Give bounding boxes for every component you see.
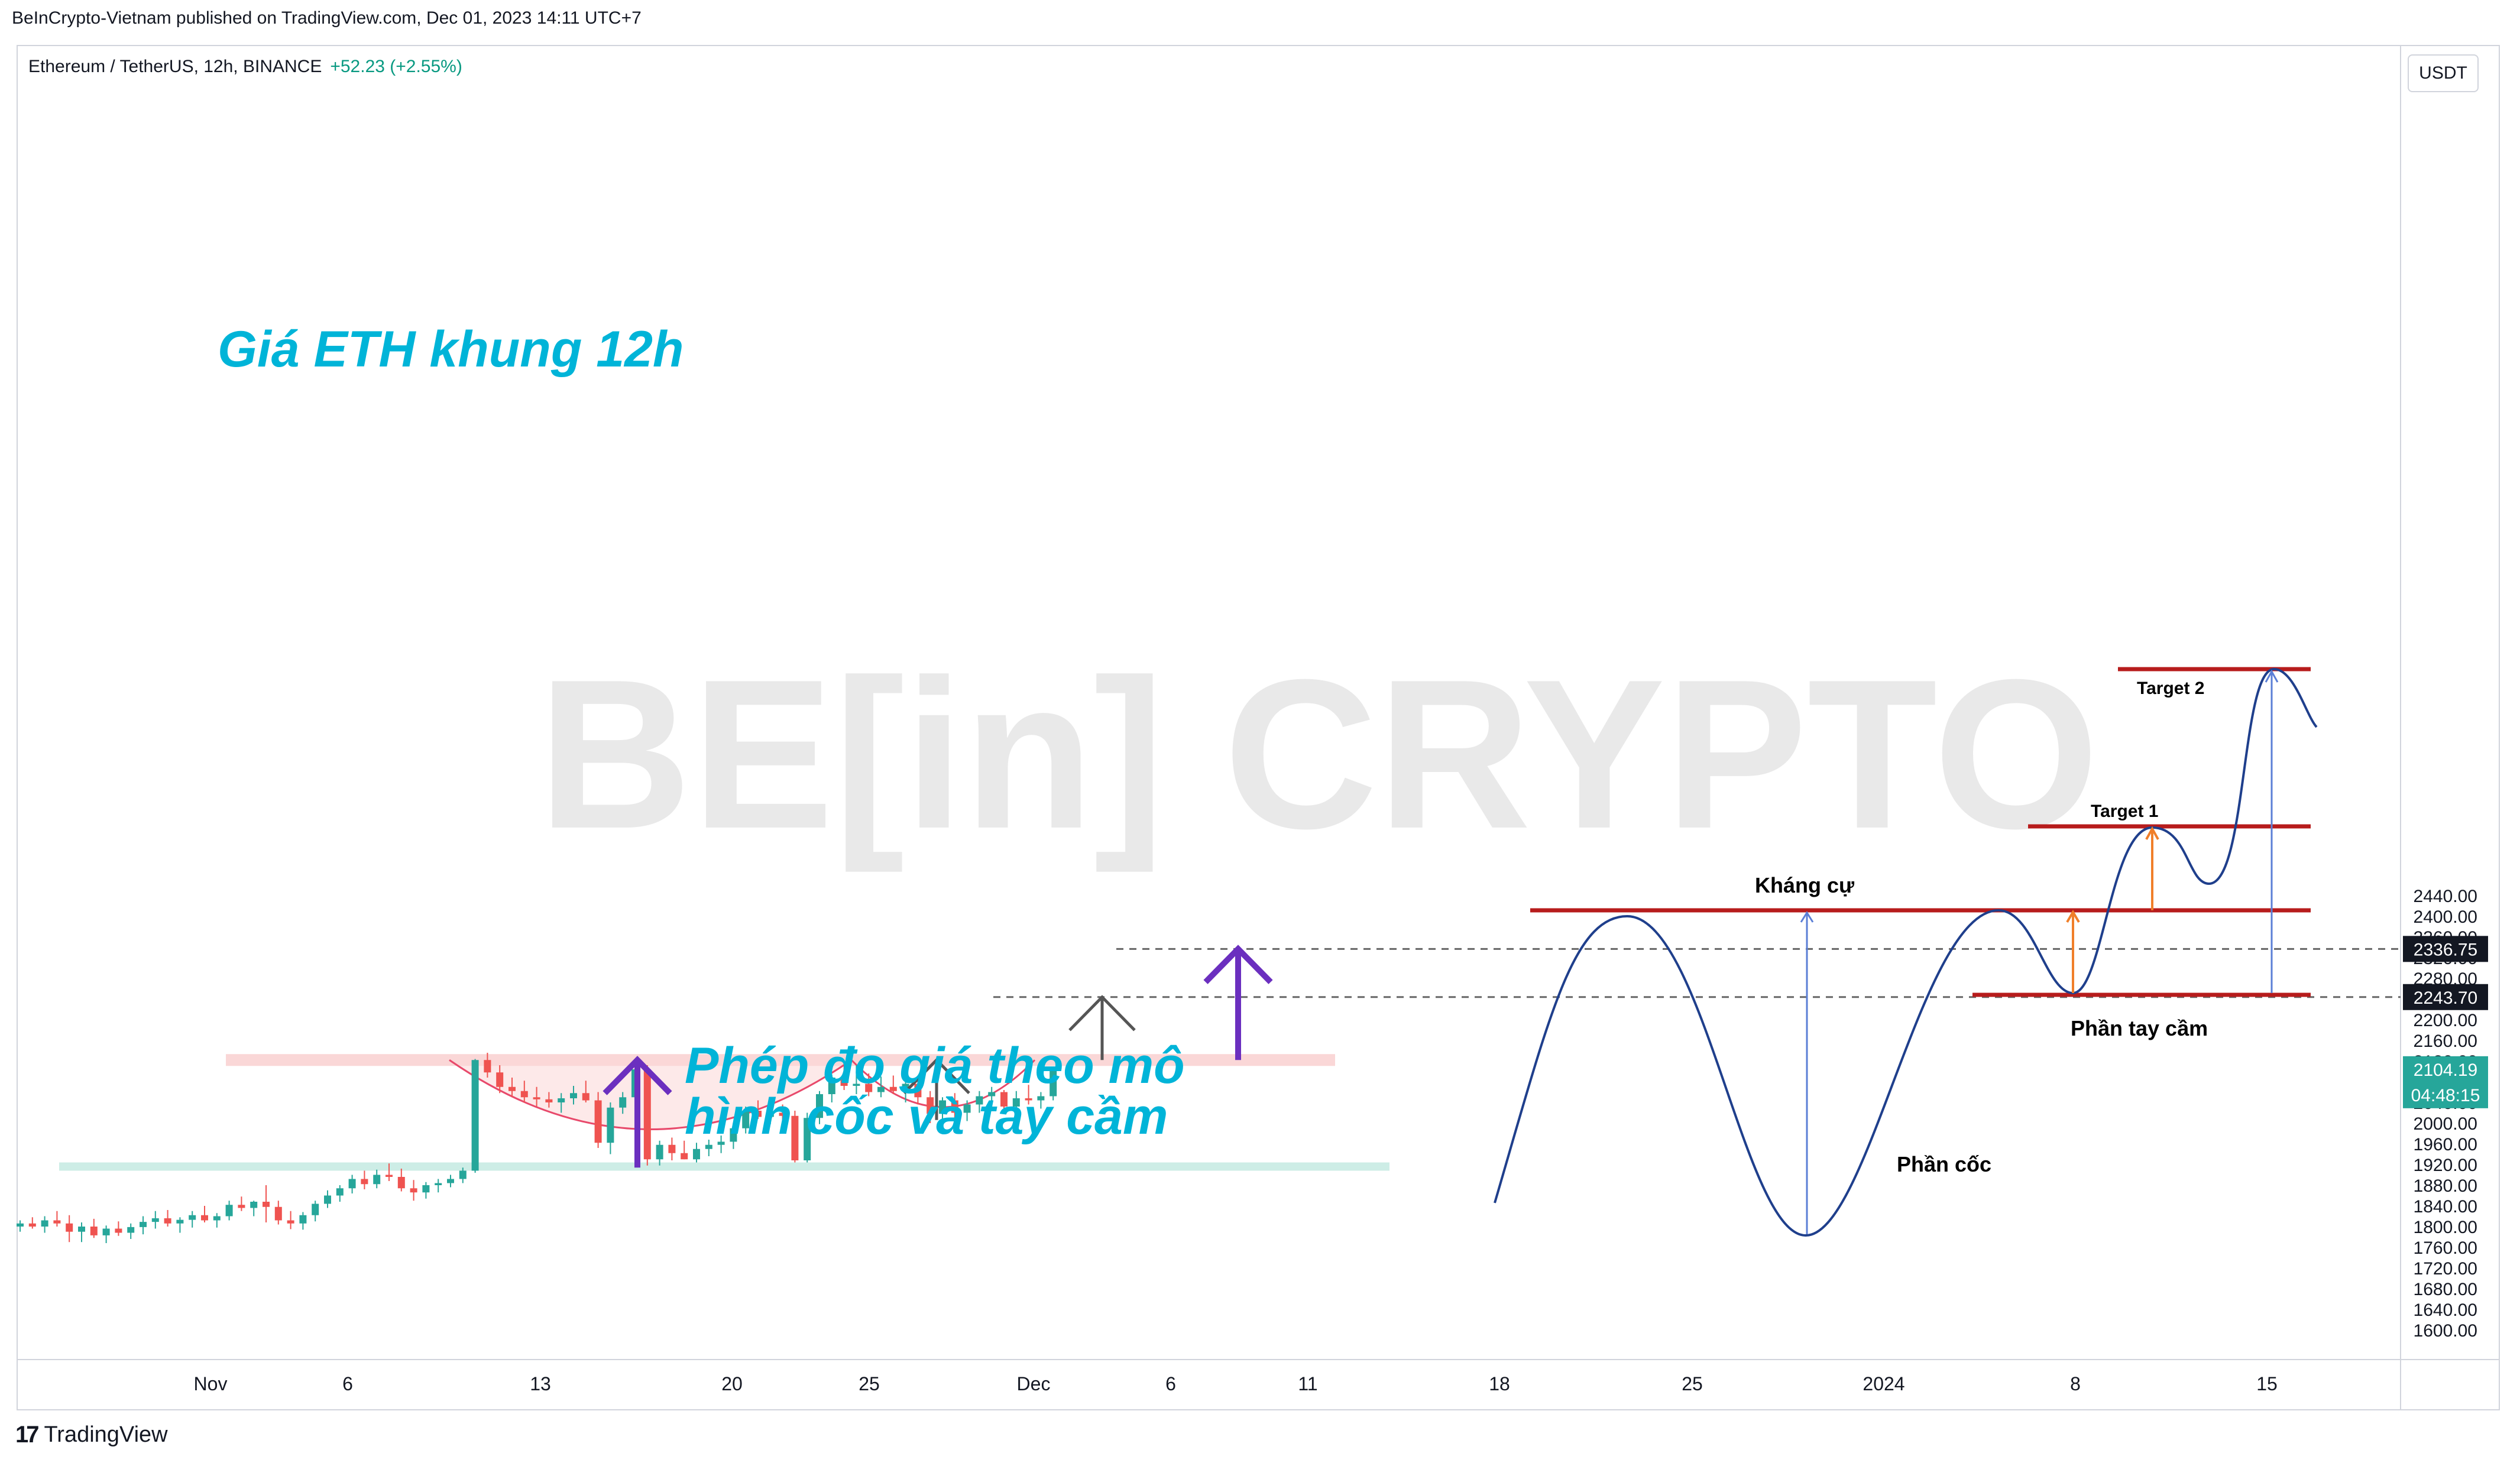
footer-brand[interactable]: 17 TradingView [15,1422,168,1448]
price-change: +52.23 (+2.55%) [330,57,462,76]
currency-selector[interactable]: USDT [2408,54,2479,92]
brand-name: TradingView [44,1422,168,1447]
tradingview-logo-icon: 17 [15,1422,39,1448]
symbol-name: Ethereum / TetherUS, 12h, BINANCE [28,57,322,76]
publish-info: BeInCrypto-Vietnam published on TradingV… [12,8,642,28]
symbol-info[interactable]: Ethereum / TetherUS, 12h, BINANCE +52.23 … [28,57,462,77]
chart-frame [17,45,2500,1410]
